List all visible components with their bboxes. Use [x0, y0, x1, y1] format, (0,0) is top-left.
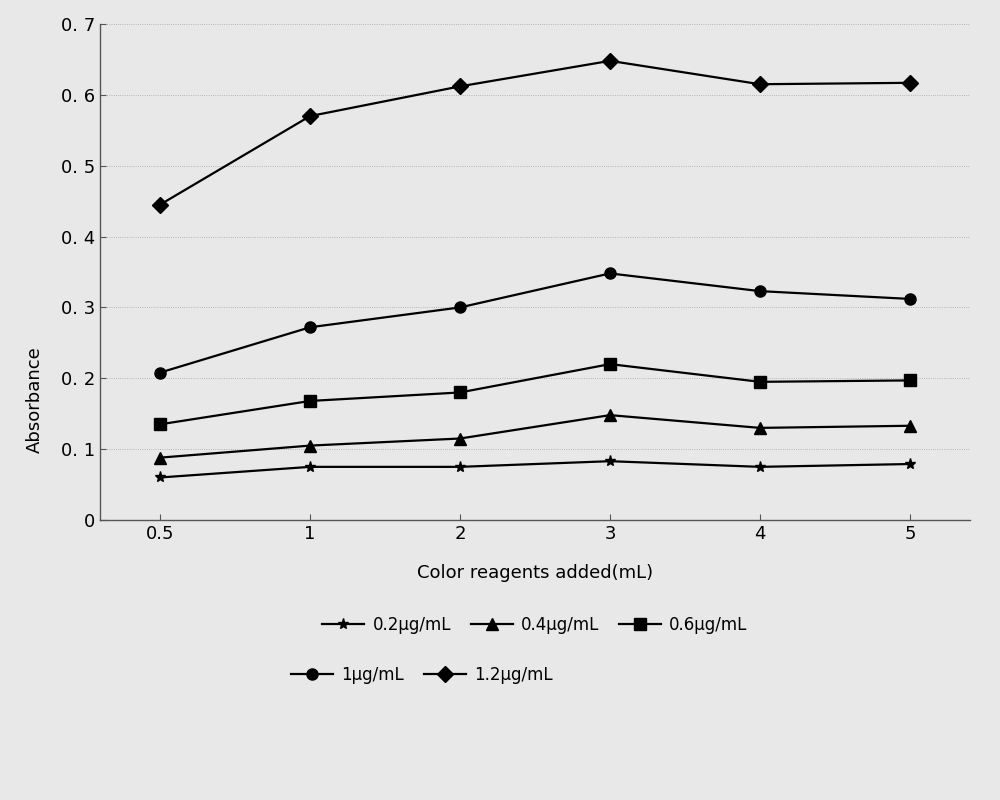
1μg/mL — [904, 294, 916, 304]
0.4μg/mL — [304, 441, 316, 450]
0.2μg/mL — [454, 462, 466, 472]
0.6μg/mL — [304, 396, 316, 406]
1.2μg/mL — [604, 56, 616, 66]
0.4μg/mL — [754, 423, 766, 433]
X-axis label: Color reagents added(mL): Color reagents added(mL) — [417, 564, 653, 582]
1μg/mL — [604, 269, 616, 278]
0.6μg/mL — [904, 376, 916, 386]
0.2μg/mL — [904, 459, 916, 469]
Line: 1μg/mL: 1μg/mL — [154, 268, 916, 378]
Legend: 1μg/mL, 1.2μg/mL: 1μg/mL, 1.2μg/mL — [285, 659, 559, 690]
1μg/mL — [304, 322, 316, 332]
1μg/mL — [754, 286, 766, 296]
1μg/mL — [454, 302, 466, 312]
0.4μg/mL — [904, 421, 916, 430]
0.2μg/mL — [304, 462, 316, 472]
1.2μg/mL — [154, 200, 166, 210]
0.6μg/mL — [454, 388, 466, 398]
1.2μg/mL — [904, 78, 916, 88]
1μg/mL — [154, 368, 166, 378]
1.2μg/mL — [754, 79, 766, 89]
Text: Absorbance: Absorbance — [26, 346, 44, 454]
0.6μg/mL — [754, 377, 766, 386]
Line: 1.2μg/mL: 1.2μg/mL — [154, 55, 916, 210]
0.6μg/mL — [604, 359, 616, 369]
Line: 0.2μg/mL: 0.2μg/mL — [154, 456, 916, 483]
0.4μg/mL — [604, 410, 616, 420]
0.4μg/mL — [454, 434, 466, 443]
0.2μg/mL — [604, 456, 616, 466]
1.2μg/mL — [304, 111, 316, 121]
0.6μg/mL — [154, 419, 166, 429]
1.2μg/mL — [454, 82, 466, 91]
Line: 0.6μg/mL: 0.6μg/mL — [154, 358, 916, 430]
0.2μg/mL — [754, 462, 766, 472]
Line: 0.4μg/mL: 0.4μg/mL — [154, 410, 916, 463]
0.4μg/mL — [154, 453, 166, 462]
0.2μg/mL — [154, 473, 166, 482]
